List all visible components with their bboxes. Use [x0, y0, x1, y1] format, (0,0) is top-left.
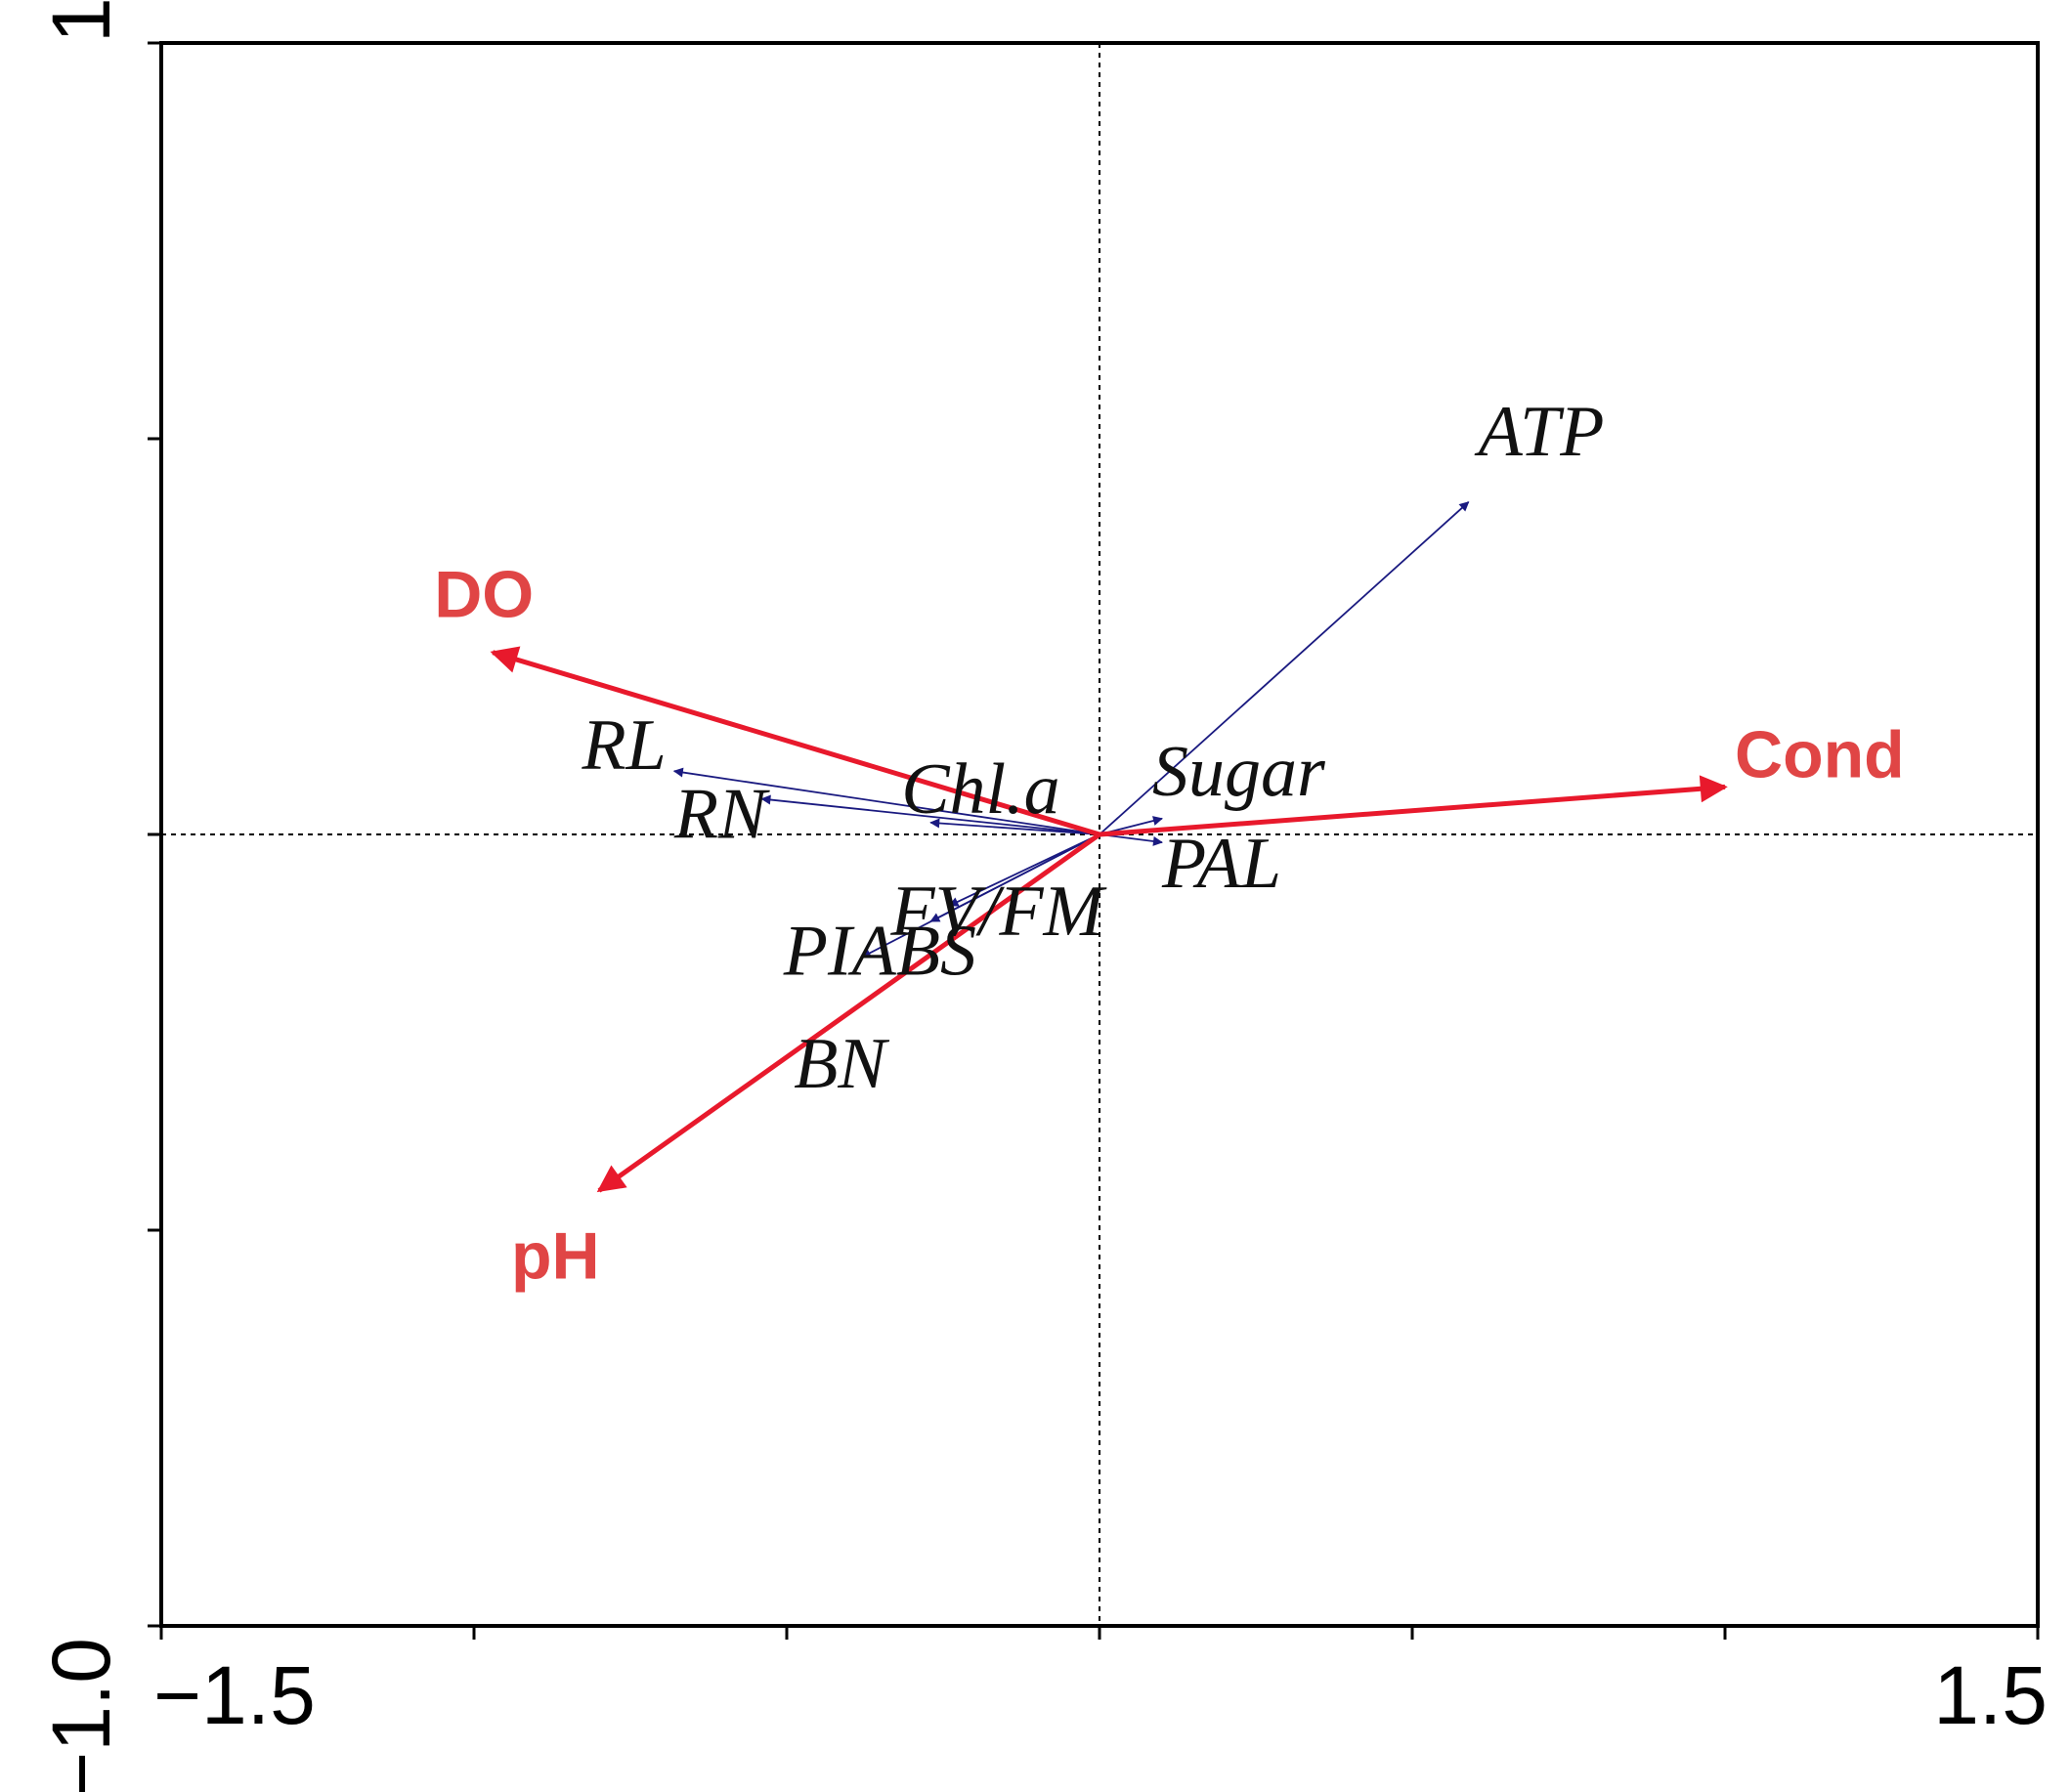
- arrow-chl-a: [929, 818, 1100, 835]
- label-sugar: Sugar: [1152, 732, 1326, 812]
- arrow-rn: [760, 794, 1100, 835]
- arrow-do: [490, 646, 1100, 837]
- label-chl-a: Chl.a: [901, 749, 1059, 830]
- label-piabs: PIABS: [783, 912, 976, 992]
- arrow-fv-fm: [948, 833, 1100, 907]
- label-atp: ATP: [1474, 392, 1605, 472]
- y-tick-label: −1.0: [35, 1638, 127, 1792]
- label-rl: RL: [581, 705, 666, 786]
- label-cond: Cond: [1735, 717, 1905, 791]
- label-do: DO: [434, 558, 534, 632]
- label-ph: pH: [511, 1219, 600, 1294]
- axis-tick-labels: −1.5 1.5 1.0 −1.0: [35, 0, 2048, 1792]
- arrow-bn: [929, 833, 1100, 922]
- label-bn: BN: [794, 1024, 889, 1104]
- arrow-ph: [596, 832, 1101, 1193]
- y-tick-label: 1.0: [35, 0, 127, 43]
- environment-arrows: [490, 646, 1728, 1193]
- response-arrows: [672, 501, 1470, 959]
- x-tick-label: −1.5: [153, 1649, 316, 1741]
- arrow-rl: [672, 767, 1100, 835]
- label-rn: RN: [673, 775, 770, 855]
- arrow-cond: [1099, 775, 1728, 837]
- axis-ticks: [148, 41, 2040, 1640]
- label-fv-fm: FV/FM: [889, 872, 1107, 952]
- arrow-atp: [1099, 501, 1470, 835]
- x-tick-label: 1.5: [1933, 1649, 2048, 1741]
- label-pal: PAL: [1161, 824, 1281, 904]
